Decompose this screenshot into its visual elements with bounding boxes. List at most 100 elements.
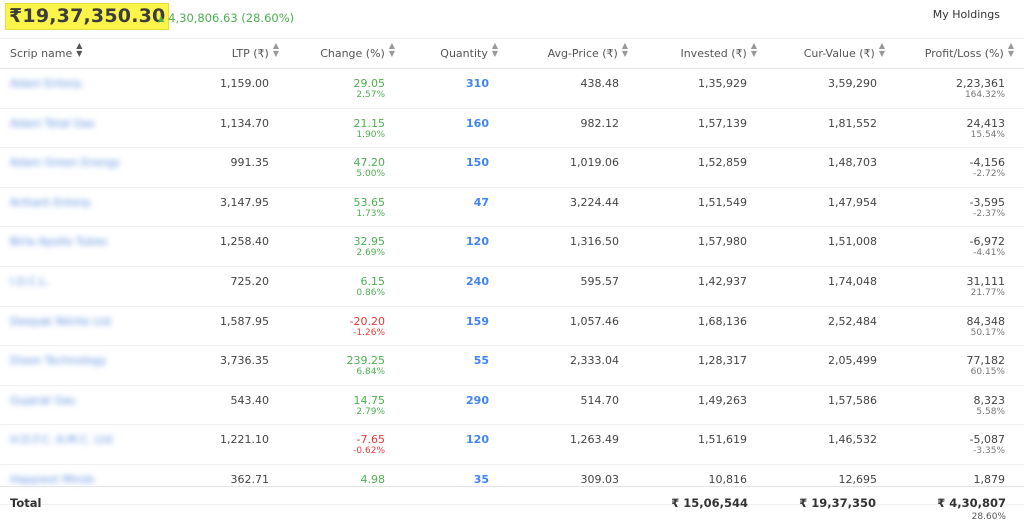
cell-change-value: 29.05 xyxy=(353,77,386,90)
cell-cur-value: 3,59,290 xyxy=(828,77,877,90)
cell-ltp-value: 3,147.95 xyxy=(220,195,269,209)
scrip-name-link[interactable]: Dixon Technology xyxy=(10,354,107,368)
table-row[interactable]: Dixon Technology 3,736.35 239.25 6.84% 55 2,3… xyxy=(0,346,1024,386)
table-row[interactable]: Arihant Enterp. 3,147.95 53.65 1.73% 47 3,224… xyxy=(0,188,1024,228)
cell-qty-value[interactable]: 290 xyxy=(466,393,489,407)
cell-pl-value: 8,323 xyxy=(973,393,1006,407)
cell-invested-value: 10,816 xyxy=(708,472,748,486)
cell-cur-value: 1,57,586 xyxy=(828,393,877,407)
cell-pl-value: -6,972 xyxy=(969,235,1005,249)
scrip-name-link[interactable]: I.O.C.L. xyxy=(10,274,50,288)
sort-icon[interactable]: ▲ ▼ xyxy=(388,41,395,58)
sort-icon[interactable]: ▲ ▼ xyxy=(621,41,628,58)
cell-cur: 1,81,552 xyxy=(828,109,877,130)
column-label: Cur-Value (₹) xyxy=(803,47,875,60)
column-header-change[interactable]: Change (%)▲ ▼ xyxy=(320,39,395,69)
sort-icon[interactable]: ▲ ▼ xyxy=(491,41,498,58)
cell-change: 14.75 2.79% xyxy=(354,386,386,418)
cell-qty-value[interactable]: 55 xyxy=(473,354,489,368)
scrip-name-link[interactable]: Arihant Enterp. xyxy=(10,195,94,209)
cell-qty-value[interactable]: 35 xyxy=(473,472,489,486)
my-holdings-dropdown[interactable]: My Holdings xyxy=(932,8,1000,21)
cell-ltp: 1,258.40 xyxy=(220,227,269,248)
cell-invested: 1,57,980 xyxy=(698,227,747,248)
table-row[interactable]: Adani Green Energy 991.35 47.20 5.00% 150 1,0… xyxy=(0,148,1024,188)
cell-change: 32.95 2.69% xyxy=(354,227,386,259)
cell-change-percent: 6.84% xyxy=(356,367,385,378)
cell-avg-value: 438.48 xyxy=(580,77,620,90)
cell-invested: 1,35,929 xyxy=(698,69,747,90)
cell-ltp: 1,587.95 xyxy=(220,307,269,328)
column-header-scrip[interactable]: Scrip name▲ ▼ xyxy=(10,39,82,69)
column-header-ltp[interactable]: LTP (₹)▲ ▼ xyxy=(232,39,279,69)
column-header-profit-loss[interactable]: Profit/Loss (%)▲ ▼ xyxy=(925,39,1014,69)
cell-pl: 77,182 60.15% xyxy=(967,346,1006,378)
cell-pl-percent: 164.32% xyxy=(964,90,1005,100)
cell-pl-percent: -3.35% xyxy=(973,446,1005,457)
cell-ltp: 991.35 xyxy=(231,148,270,169)
cell-ltp-value: 1,258.40 xyxy=(220,235,269,249)
table-row[interactable]: Adani Enterp. 1,159.00 29.05 2.57% 310 438.48… xyxy=(0,69,1024,109)
cell-qty-value[interactable]: 120 xyxy=(466,433,489,447)
cell-cur-value: 12,695 xyxy=(838,472,878,486)
cell-ltp: 725.20 xyxy=(231,267,270,288)
cell-change-percent: 2.79% xyxy=(356,406,385,417)
column-header-avg-price[interactable]: Avg-Price (₹)▲ ▼ xyxy=(548,39,628,69)
cell-qty-value[interactable]: 160 xyxy=(466,116,489,130)
cell-cur: 1,47,954 xyxy=(828,188,877,209)
table-row[interactable]: Birla Apollo Tubes 1,258.40 32.95 2.69% 120 1… xyxy=(0,227,1024,267)
total-current-value: ₹ 19,37,350 xyxy=(799,496,876,510)
cell-invested: 1,42,937 xyxy=(698,267,747,288)
sort-icon[interactable]: ▲ ▼ xyxy=(76,41,83,58)
sort-icon[interactable]: ▲ ▼ xyxy=(272,41,279,58)
cell-avg-value: 309.03 xyxy=(580,472,620,486)
cell-ltp-value: 3,736.35 xyxy=(220,354,269,368)
table-row[interactable]: Happiest Minds 362.71 4.98 35 309.03 10,816 12… xyxy=(0,465,1024,505)
cell-qty-value[interactable]: 310 xyxy=(466,77,489,90)
cell-cur: 1,48,703 xyxy=(828,148,877,169)
column-header-invested[interactable]: Invested (₹)▲ ▼ xyxy=(680,39,757,69)
cell-ltp: 1,134.70 xyxy=(220,109,269,130)
cell-ltp: 362.71 xyxy=(231,465,270,486)
cell-qty-value[interactable]: 150 xyxy=(466,156,489,170)
cell-change-percent: 5.00% xyxy=(356,169,385,180)
cell-pl-percent: 5.58% xyxy=(976,406,1005,417)
cell-qty: 150 xyxy=(466,148,489,169)
sort-icon[interactable]: ▲ ▼ xyxy=(878,41,885,58)
scrip-name-link[interactable]: Deepak Nitrite Ltd xyxy=(10,314,111,328)
scrip-name-link[interactable]: H.D.F.C. A.M.C. Ltd xyxy=(10,433,113,447)
cell-invested: 1,49,263 xyxy=(698,386,747,407)
column-header-quantity[interactable]: Quantity▲ ▼ xyxy=(440,39,498,69)
table-row[interactable]: I.O.C.L. 725.20 6.15 0.86% 240 595.57 1,42,937… xyxy=(0,267,1024,307)
scrip-name-link[interactable]: Adani Green Energy xyxy=(10,156,120,170)
scrip-name-link[interactable]: Gujarat Gas xyxy=(10,393,76,407)
table-row[interactable]: H.D.F.C. A.M.C. Ltd 1,221.10 -7.65 -0.62% 12… xyxy=(0,425,1024,465)
scrip-name-link[interactable]: Birla Apollo Tubes xyxy=(10,235,108,249)
cell-cur: 1,51,008 xyxy=(828,227,877,248)
cell-qty-value[interactable]: 47 xyxy=(473,195,489,209)
cell-cur-value: 1,74,048 xyxy=(828,274,877,288)
cell-qty-value[interactable]: 159 xyxy=(466,314,489,328)
cell-change-value: 6.15 xyxy=(360,274,386,288)
cell-avg-value: 1,019.06 xyxy=(570,156,619,170)
scrip-name-link[interactable]: Adani Enterp. xyxy=(10,77,85,90)
scrip-name-link[interactable]: Adani Total Gas xyxy=(10,116,95,130)
cell-avg-value: 1,316.50 xyxy=(570,235,619,249)
cell-ltp: 1,159.00 xyxy=(220,69,269,90)
table-row[interactable]: Deepak Nitrite Ltd 1,587.95 -20.20 -1.26% 15… xyxy=(0,307,1024,347)
cell-qty: 47 xyxy=(474,188,489,209)
sort-icon[interactable]: ▲ ▼ xyxy=(1007,41,1014,58)
table-row[interactable]: Gujarat Gas 543.40 14.75 2.79% 290 514.70 1,49… xyxy=(0,386,1024,426)
cell-ltp-value: 1,159.00 xyxy=(220,77,269,90)
cell-pl-value: -3,595 xyxy=(969,195,1005,209)
table-row[interactable]: Adani Total Gas 1,134.70 21.15 1.90% 160 982.… xyxy=(0,109,1024,149)
scrip-name-link[interactable]: Happiest Minds xyxy=(10,472,95,486)
cell-qty-value[interactable]: 240 xyxy=(466,274,489,288)
total-profit-loss: ₹ 4,30,807 xyxy=(937,496,1006,510)
cell-ltp-value: 991.35 xyxy=(230,156,270,170)
portfolio-gain: ▲ 4,30,806.63 (28.60%) xyxy=(158,10,294,27)
column-header-cur-value[interactable]: Cur-Value (₹)▲ ▼ xyxy=(804,39,885,69)
cell-qty-value[interactable]: 120 xyxy=(466,235,489,249)
sort-icon[interactable]: ▲ ▼ xyxy=(750,41,757,58)
cell-change-value: 47.20 xyxy=(353,156,386,170)
